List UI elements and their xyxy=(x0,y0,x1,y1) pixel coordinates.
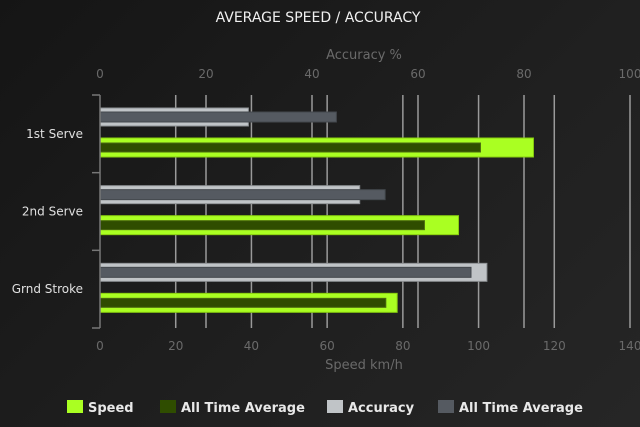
accuracy-average-bar xyxy=(99,266,472,278)
speed-average-bar xyxy=(99,142,481,153)
legend-swatch xyxy=(438,400,454,413)
accuracy-tick-label: 100 xyxy=(619,67,640,81)
legend-swatch xyxy=(67,400,83,413)
speed-tick-label: 100 xyxy=(467,339,490,353)
speed-average-bar xyxy=(99,297,387,308)
legend-label: All Time Average xyxy=(181,401,305,416)
category-label: Grnd Stroke xyxy=(12,282,83,296)
legend-item[interactable]: Accuracy xyxy=(327,400,415,416)
legend-label: All Time Average xyxy=(459,401,583,416)
accuracy-tick-label: 80 xyxy=(516,67,531,81)
legend-item[interactable]: Speed xyxy=(67,400,134,416)
legend-swatch xyxy=(160,400,176,413)
speed-tick-label: 120 xyxy=(543,339,566,353)
accuracy-tick-label: 0 xyxy=(96,67,104,81)
speed-tick-label: 20 xyxy=(168,339,183,353)
bottom-axis-label: Speed km/h xyxy=(325,358,403,373)
category-label: 2nd Serve xyxy=(22,205,83,219)
legend-label: Accuracy xyxy=(348,401,415,416)
legend-item[interactable]: All Time Average xyxy=(438,400,583,416)
accuracy-tick-label: 20 xyxy=(198,67,213,81)
speed-tick-label: 0 xyxy=(96,339,104,353)
accuracy-average-bar xyxy=(99,189,386,201)
chart-title: AVERAGE SPEED / ACCURACY xyxy=(216,10,421,26)
accuracy-tick-label: 60 xyxy=(410,67,425,81)
speed-tick-label: 80 xyxy=(395,339,410,353)
top-axis-label: Accuracy % xyxy=(326,48,402,63)
accuracy-tick-label: 40 xyxy=(304,67,319,81)
speed-tick-label: 140 xyxy=(619,339,640,353)
legend-swatch xyxy=(327,400,343,413)
legend-item[interactable]: All Time Average xyxy=(160,400,305,416)
accuracy-average-bar xyxy=(99,111,337,123)
category-label: 1st Serve xyxy=(26,127,83,141)
legend-label: Speed xyxy=(88,401,134,416)
speed-tick-label: 60 xyxy=(320,339,335,353)
speed-average-bar xyxy=(99,220,425,231)
speed-tick-label: 40 xyxy=(244,339,259,353)
